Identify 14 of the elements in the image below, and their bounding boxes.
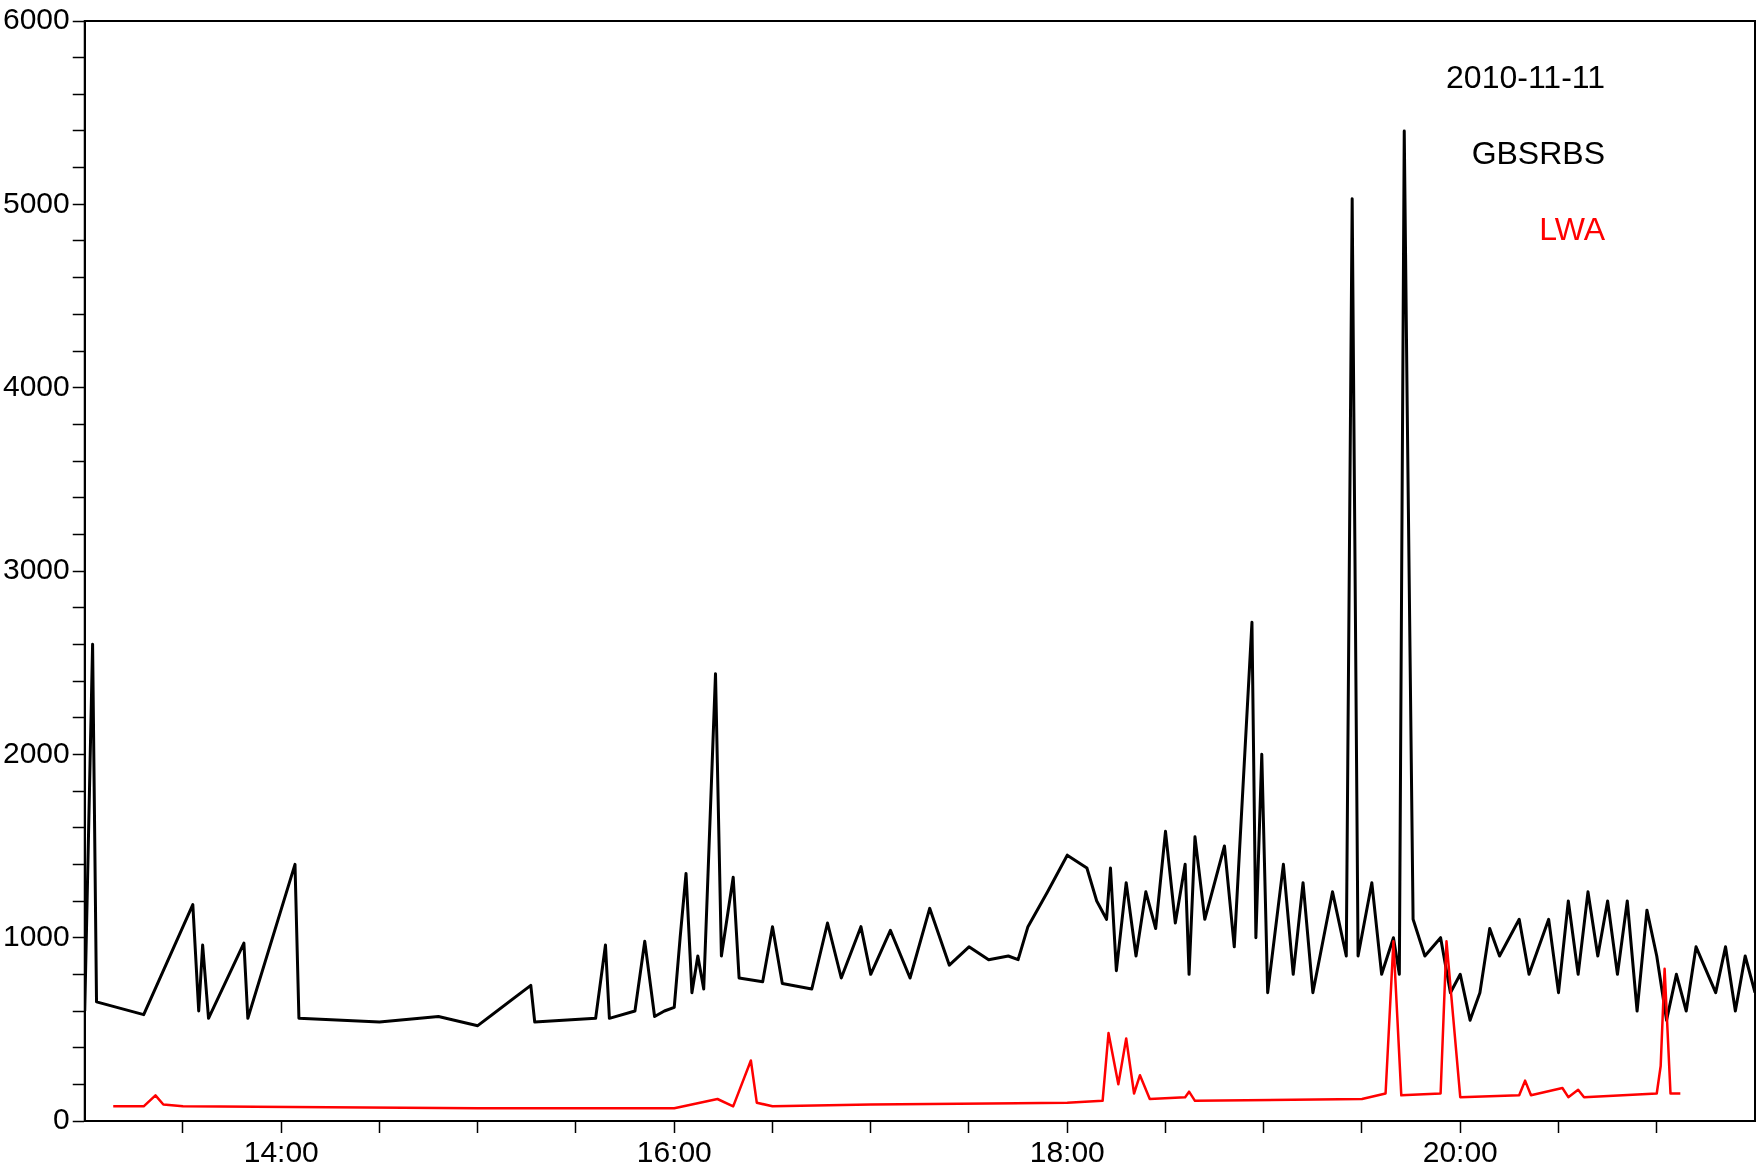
x-tick-label: 18:00 — [1029, 1135, 1105, 1169]
text: GBSRBS — [1471, 134, 1605, 171]
x-tick-label: 14:00 — [243, 1135, 319, 1169]
annotation: 2010-11-11 — [1446, 58, 1605, 95]
y-tick-label: 5000 — [2, 185, 70, 219]
y-tick-label: 0 — [53, 1102, 70, 1136]
y-tick-label: 2000 — [2, 735, 70, 769]
text: LWA — [1539, 210, 1606, 247]
y-tick-label: 1000 — [2, 918, 70, 952]
y-tick-label: 3000 — [2, 552, 70, 586]
y-tick-label: 6000 — [2, 2, 70, 36]
y-tick-label: 4000 — [2, 368, 70, 402]
x-tick-label: 16:00 — [636, 1135, 712, 1169]
x-tick-label: 20:00 — [1422, 1135, 1498, 1169]
